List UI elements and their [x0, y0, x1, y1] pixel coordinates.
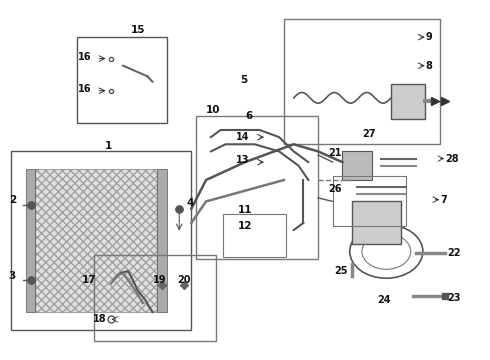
Text: 10: 10	[206, 105, 220, 115]
Bar	[94, 255, 216, 341]
Text: 23: 23	[447, 293, 461, 303]
Text: 13: 13	[236, 156, 250, 165]
Text: 16: 16	[78, 84, 92, 94]
Bar	[196, 116, 318, 258]
Text: 24: 24	[377, 295, 391, 305]
Bar	[352, 202, 401, 244]
Text: 16: 16	[78, 52, 92, 62]
Text: 11: 11	[238, 205, 252, 215]
Bar	[343, 152, 372, 180]
Bar	[284, 19, 440, 144]
Bar	[77, 37, 167, 123]
Text: 3: 3	[9, 271, 16, 282]
Text: 6: 6	[245, 111, 252, 121]
Text: 26: 26	[328, 184, 342, 194]
Text: 27: 27	[363, 129, 376, 139]
Text: 7: 7	[440, 195, 447, 204]
Text: 25: 25	[334, 266, 347, 276]
Bar	[333, 176, 406, 226]
Text: 18: 18	[93, 314, 106, 324]
Text: 20: 20	[177, 275, 191, 285]
Bar	[11, 152, 192, 330]
Text: 19: 19	[153, 275, 167, 285]
Bar	[35, 169, 157, 312]
Bar	[157, 169, 167, 312]
Text: 17: 17	[82, 275, 97, 285]
Text: 8: 8	[425, 61, 432, 71]
Text: 28: 28	[445, 154, 458, 163]
Text: 1: 1	[105, 141, 112, 151]
Text: 5: 5	[240, 75, 247, 85]
Text: 2: 2	[9, 195, 16, 204]
Bar	[26, 169, 35, 312]
Text: 12: 12	[238, 221, 252, 231]
Text: 4: 4	[187, 198, 194, 208]
Text: 15: 15	[130, 25, 145, 35]
Bar	[223, 214, 287, 257]
Text: 14: 14	[236, 132, 250, 142]
Text: 21: 21	[328, 148, 342, 158]
Bar	[391, 84, 425, 119]
Text: 22: 22	[447, 248, 461, 258]
Text: 9: 9	[425, 32, 432, 42]
